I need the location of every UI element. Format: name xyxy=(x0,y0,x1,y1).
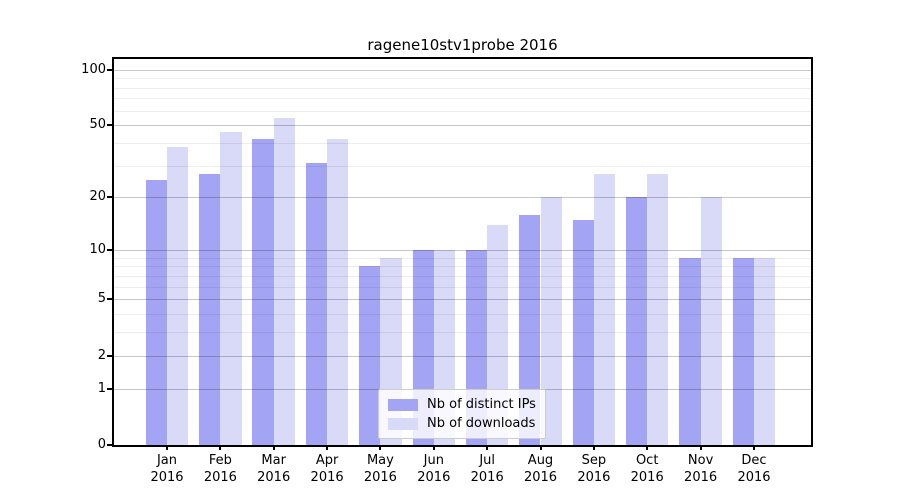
bar-downloads-apr xyxy=(327,139,349,445)
x-tick-label: May 2016 xyxy=(348,452,412,486)
y-tick-label: 100 xyxy=(81,61,106,77)
x-tick-year: 2016 xyxy=(470,470,504,485)
bar-distinct-ips-apr xyxy=(305,163,328,445)
x-tick-month: Jan xyxy=(156,453,178,468)
x-tick-mark xyxy=(486,445,489,450)
x-tick-year: 2016 xyxy=(684,470,718,485)
x-tick-month: Jul xyxy=(479,453,496,468)
bar-downloads-feb xyxy=(220,131,242,445)
y-tick-label: 1 xyxy=(97,380,106,396)
chart-title: ragene10stv1probe 2016 xyxy=(367,36,558,54)
legend-label-downloads: Nb of downloads xyxy=(427,416,536,431)
x-tick-year: 2016 xyxy=(630,470,664,485)
bar-downloads-mar xyxy=(273,117,295,445)
legend-swatch-downloads xyxy=(388,417,418,430)
bar-distinct-ips-nov xyxy=(679,257,701,445)
x-tick-mark xyxy=(326,445,329,450)
x-tick-mark xyxy=(432,445,435,450)
x-tick-mark xyxy=(699,445,702,450)
x-tick-mark xyxy=(539,445,542,450)
y-tick-label: 20 xyxy=(89,189,106,205)
x-tick-label: Oct 2016 xyxy=(615,452,679,486)
x-tick-mark xyxy=(219,445,222,450)
x-tick-mark xyxy=(646,445,649,450)
x-axis-labels: Jan 2016 Feb 2016 Mar 2016 Apr 2016 May 2016 Jun 20… xyxy=(114,452,811,492)
legend-item-distinct-ips: Nb of distinct IPs xyxy=(388,395,536,414)
y-tick-label: 50 xyxy=(89,117,106,133)
x-tick-year: 2016 xyxy=(363,470,397,485)
x-tick-label: Dec 2016 xyxy=(722,452,786,486)
bar-distinct-ips-mar xyxy=(252,139,274,445)
x-tick-mark xyxy=(753,445,755,450)
bar-distinct-ips-feb xyxy=(199,173,221,445)
x-tick-label: Feb 2016 xyxy=(188,452,252,486)
x-tick-label: Mar 2016 xyxy=(242,452,306,486)
x-tick-month: Nov xyxy=(687,453,714,468)
bar-downloads-sep xyxy=(593,173,616,445)
x-tick-label: Sep 2016 xyxy=(562,452,626,486)
tick-layer xyxy=(107,59,811,450)
legend-label-distinct-ips: Nb of distinct IPs xyxy=(427,397,536,412)
x-tick-label: Aug 2016 xyxy=(509,452,573,486)
x-tick-year: 2016 xyxy=(577,470,611,485)
y-tick-mark xyxy=(107,444,113,446)
y-tick-label: 5 xyxy=(97,291,106,307)
y-tick-mark xyxy=(107,298,113,301)
y-tick-mark xyxy=(107,387,113,390)
bar-distinct-ips-oct xyxy=(625,197,648,445)
x-tick-year: 2016 xyxy=(150,470,184,485)
x-tick-month: Dec xyxy=(741,453,767,468)
legend: Nb of distinct IPs Nb of downloads xyxy=(378,389,546,439)
x-tick-month: Jun xyxy=(423,453,444,468)
y-tick-label: 10 xyxy=(89,241,106,257)
x-tick-year: 2016 xyxy=(310,470,344,485)
x-tick-label: Jun 2016 xyxy=(402,452,466,486)
y-tick-mark xyxy=(107,124,113,127)
bar-downloads-oct xyxy=(647,173,669,445)
x-tick-year: 2016 xyxy=(257,470,291,485)
bar-downloads-nov xyxy=(700,197,722,445)
y-tick-mark xyxy=(107,196,113,199)
x-tick-month: Mar xyxy=(261,453,286,468)
y-tick-mark xyxy=(107,68,113,71)
x-tick-year: 2016 xyxy=(737,470,771,485)
y-tick-label: 2 xyxy=(97,347,106,363)
y-axis-labels: 0 1 2 5 10 20 50 100 xyxy=(60,59,106,452)
x-tick-mark xyxy=(592,445,595,450)
x-tick-year: 2016 xyxy=(417,470,451,485)
x-tick-label: Apr 2016 xyxy=(295,452,359,486)
bar-distinct-ips-aug xyxy=(519,214,541,445)
legend-item-downloads: Nb of downloads xyxy=(388,414,536,433)
x-tick-label: Jul 2016 xyxy=(455,452,519,486)
x-tick-month: Oct xyxy=(635,453,659,468)
bar-distinct-ips-jan xyxy=(145,180,167,445)
x-tick-month: Apr xyxy=(315,453,339,468)
x-tick-mark xyxy=(379,445,382,450)
x-tick-month: Feb xyxy=(208,453,232,468)
bar-downloads-jan xyxy=(167,147,189,445)
x-tick-year: 2016 xyxy=(523,470,558,485)
x-tick-label: Nov 2016 xyxy=(669,452,733,486)
x-tick-mark xyxy=(166,445,168,450)
x-tick-mark xyxy=(272,445,275,450)
bar-downloads-aug xyxy=(540,197,562,445)
bar-distinct-ips-may xyxy=(359,266,381,445)
x-tick-month: Aug xyxy=(527,453,554,468)
bar-distinct-ips-sep xyxy=(572,219,594,445)
x-tick-month: Sep xyxy=(581,453,607,468)
x-tick-year: 2016 xyxy=(203,470,237,485)
legend-swatch-distinct-ips xyxy=(388,398,418,411)
bar-downloads-dec xyxy=(754,257,776,445)
y-tick-label: 0 xyxy=(97,437,106,452)
x-tick-label: Jan 2016 xyxy=(135,452,199,486)
bar-distinct-ips-dec xyxy=(732,257,754,445)
x-tick-month: May xyxy=(366,453,394,468)
y-tick-mark xyxy=(107,354,113,357)
y-tick-mark xyxy=(107,248,113,251)
plot-area xyxy=(107,57,813,450)
